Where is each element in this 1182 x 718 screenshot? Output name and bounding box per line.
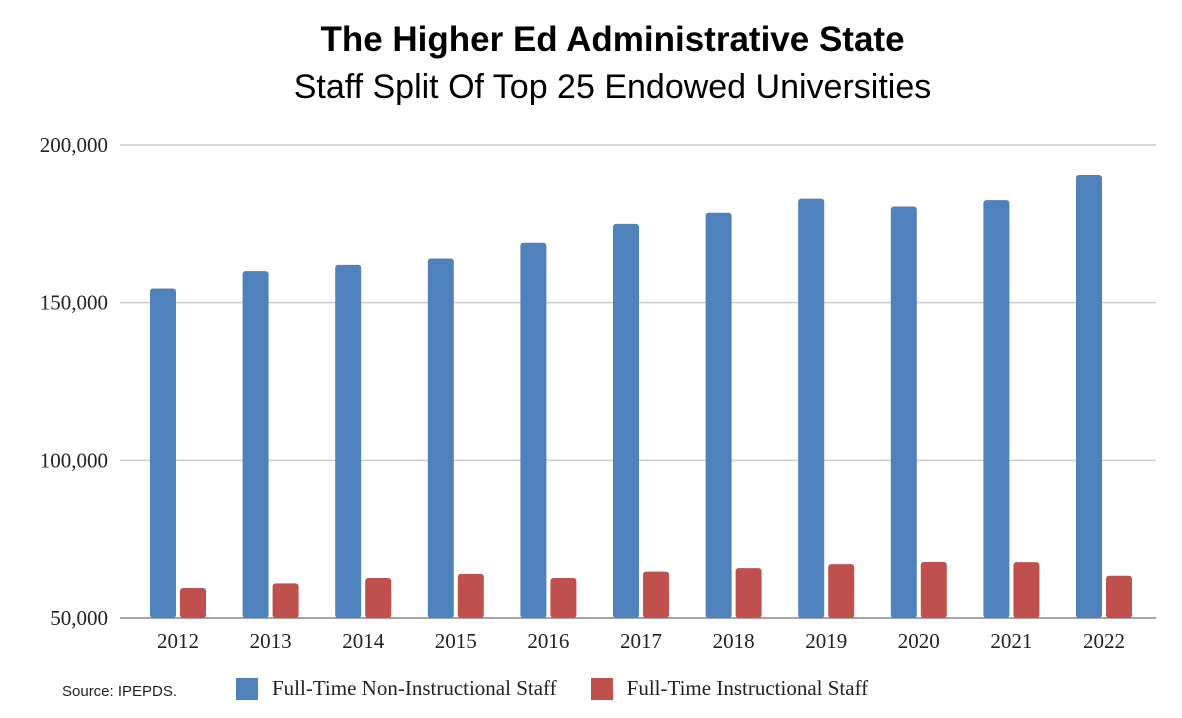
legend-label-non-instructional: Full-Time Non-Instructional Staff <box>272 676 557 700</box>
bar-instructional <box>920 561 947 618</box>
bar-non-instructional <box>150 288 176 618</box>
bar-instructional <box>1013 562 1040 618</box>
bar-non-instructional <box>335 264 362 618</box>
bar-instructional <box>735 568 762 618</box>
legend-item-instructional: Full-Time Instructional Staff <box>590 676 869 701</box>
legend-item-non-instructional: Full-Time Non-Instructional Staff <box>236 676 557 701</box>
x-tick-label: 2013 <box>250 629 292 653</box>
bar-non-instructional <box>427 258 454 618</box>
y-tick-label: 100,000 <box>40 448 108 472</box>
bar-instructional <box>457 573 484 618</box>
chart-title: The Higher Ed Administrative State <box>320 20 905 59</box>
x-tick-label: 2020 <box>898 629 940 653</box>
source-note: Source: IPEPDS. <box>62 683 178 700</box>
bar-non-instructional <box>1076 174 1102 618</box>
bar-instructional <box>828 564 855 618</box>
bar-instructional <box>1106 575 1132 618</box>
x-tick-label: 2012 <box>157 629 199 653</box>
bar-non-instructional <box>798 198 825 618</box>
bar-instructional <box>550 577 577 618</box>
y-tick-label: 50,000 <box>50 606 108 630</box>
bar-non-instructional <box>613 223 639 619</box>
x-tick-label: 2019 <box>805 629 847 653</box>
x-tick-label: 2016 <box>527 629 569 653</box>
bar-instructional <box>365 577 392 618</box>
y-tick-label: 200,000 <box>40 133 108 157</box>
x-tick-label: 2021 <box>990 629 1032 653</box>
bar-instructional <box>272 583 299 618</box>
chart-subtitle: Staff Split Of Top 25 Endowed Universiti… <box>293 68 932 106</box>
legend-label-instructional: Full-Time Instructional Staff <box>626 676 869 700</box>
legend: Full-Time Non-Instructional Staff Full-T… <box>236 676 902 701</box>
legend-swatch-non-instructional <box>236 677 258 700</box>
x-tick-label: 2017 <box>620 629 662 653</box>
legend-swatch-instructional <box>590 677 613 700</box>
bar-non-instructional <box>983 200 1010 618</box>
bar-non-instructional <box>890 206 917 619</box>
x-tick-label: 2015 <box>435 629 477 653</box>
y-tick-label: 150,000 <box>40 291 108 315</box>
x-tick-label: 2022 <box>1083 629 1125 653</box>
bar-non-instructional <box>520 242 547 618</box>
bar-instructional <box>643 571 669 618</box>
bar-non-instructional <box>705 212 732 618</box>
bar-non-instructional <box>242 271 269 618</box>
bar-instructional <box>180 588 206 618</box>
x-tick-label: 2014 <box>342 629 385 653</box>
x-tick-label: 2018 <box>713 629 755 653</box>
